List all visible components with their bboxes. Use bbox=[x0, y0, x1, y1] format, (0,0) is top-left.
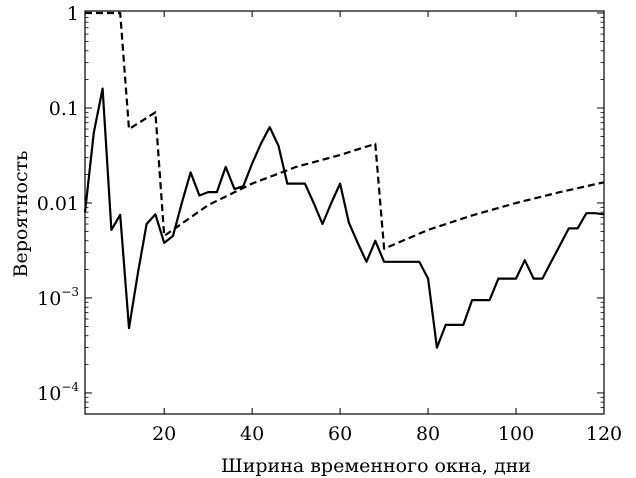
y-tick-label: 0.01 bbox=[37, 193, 79, 215]
series-line-dashed bbox=[85, 11, 605, 250]
y-tick-label: 1 bbox=[67, 3, 79, 25]
y-tick-label: 0.1 bbox=[49, 98, 79, 120]
x-tick-label: 20 bbox=[152, 423, 176, 445]
x-tick-label: 80 bbox=[416, 423, 440, 445]
x-tick-label: 40 bbox=[240, 423, 264, 445]
y-axis-title: Вероятность bbox=[10, 151, 32, 278]
series-line-solid bbox=[83, 87, 605, 349]
series-group bbox=[83, 11, 605, 349]
y-tick-label: 10−3 bbox=[37, 285, 79, 310]
plot-frame bbox=[84, 10, 605, 415]
y-tick-label: 10−4 bbox=[37, 380, 79, 405]
x-tick-label: 100 bbox=[498, 423, 534, 445]
x-axis-title: Ширина временного окна, дни bbox=[221, 455, 531, 477]
x-tick-label: 120 bbox=[586, 423, 622, 445]
x-tick-label: 60 bbox=[328, 423, 352, 445]
axis-ticks: 20 40 60 80 100 120 1 0.1 0.01 10−3 10−4 bbox=[37, 3, 622, 445]
